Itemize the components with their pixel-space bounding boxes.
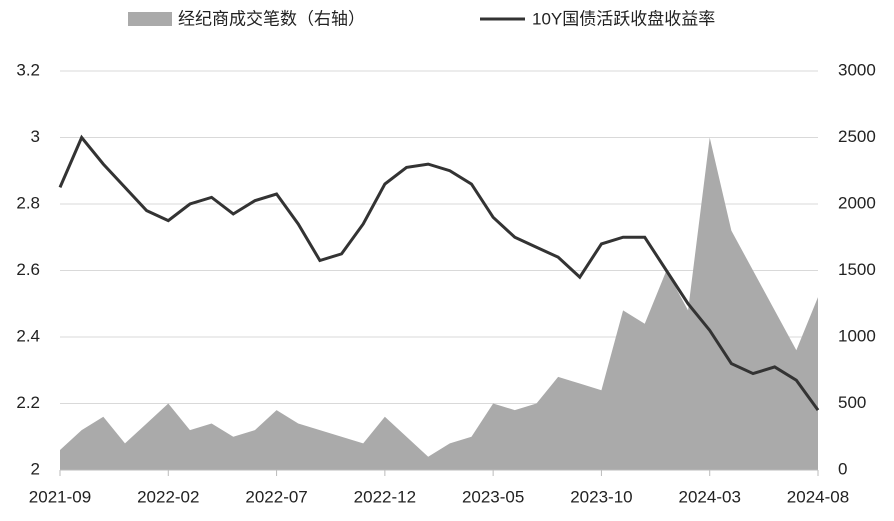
yield-line bbox=[58, 134, 820, 412]
x-tick-label: 2023-10 bbox=[570, 487, 632, 506]
y-tick-label: 2.6 bbox=[16, 260, 40, 279]
legend-label: 经纪商成交笔数（右轴） bbox=[178, 9, 365, 28]
y2-tick-label: 2000 bbox=[838, 193, 876, 212]
x-tick-label: 2022-07 bbox=[245, 487, 307, 506]
y-tick-label: 3 bbox=[31, 127, 40, 146]
y2-tick-label: 0 bbox=[838, 459, 847, 478]
y-tick-label: 2.2 bbox=[16, 393, 40, 412]
legend-label: 10Y国债活跃收盘收益率 bbox=[532, 9, 715, 28]
y-tick-label: 3.2 bbox=[16, 60, 40, 79]
x-tick-label: 2022-02 bbox=[137, 487, 199, 506]
y2-tick-label: 500 bbox=[838, 393, 866, 412]
y-tick-label: 2.4 bbox=[16, 326, 40, 345]
legend-swatch bbox=[128, 12, 172, 26]
y2-tick-label: 1500 bbox=[838, 260, 876, 279]
x-tick-label: 2022-12 bbox=[354, 487, 416, 506]
y2-tick-label: 2500 bbox=[838, 127, 876, 146]
y-tick-label: 2 bbox=[31, 459, 40, 478]
y2-tick-label: 3000 bbox=[838, 60, 876, 79]
x-tick-label: 2024-08 bbox=[787, 487, 849, 506]
x-tick-label: 2024-03 bbox=[679, 487, 741, 506]
y2-tick-label: 1000 bbox=[838, 326, 876, 345]
x-tick-label: 2021-09 bbox=[29, 487, 91, 506]
volume-area bbox=[60, 137, 818, 470]
x-tick-label: 2023-05 bbox=[462, 487, 524, 506]
y-tick-label: 2.8 bbox=[16, 193, 40, 212]
